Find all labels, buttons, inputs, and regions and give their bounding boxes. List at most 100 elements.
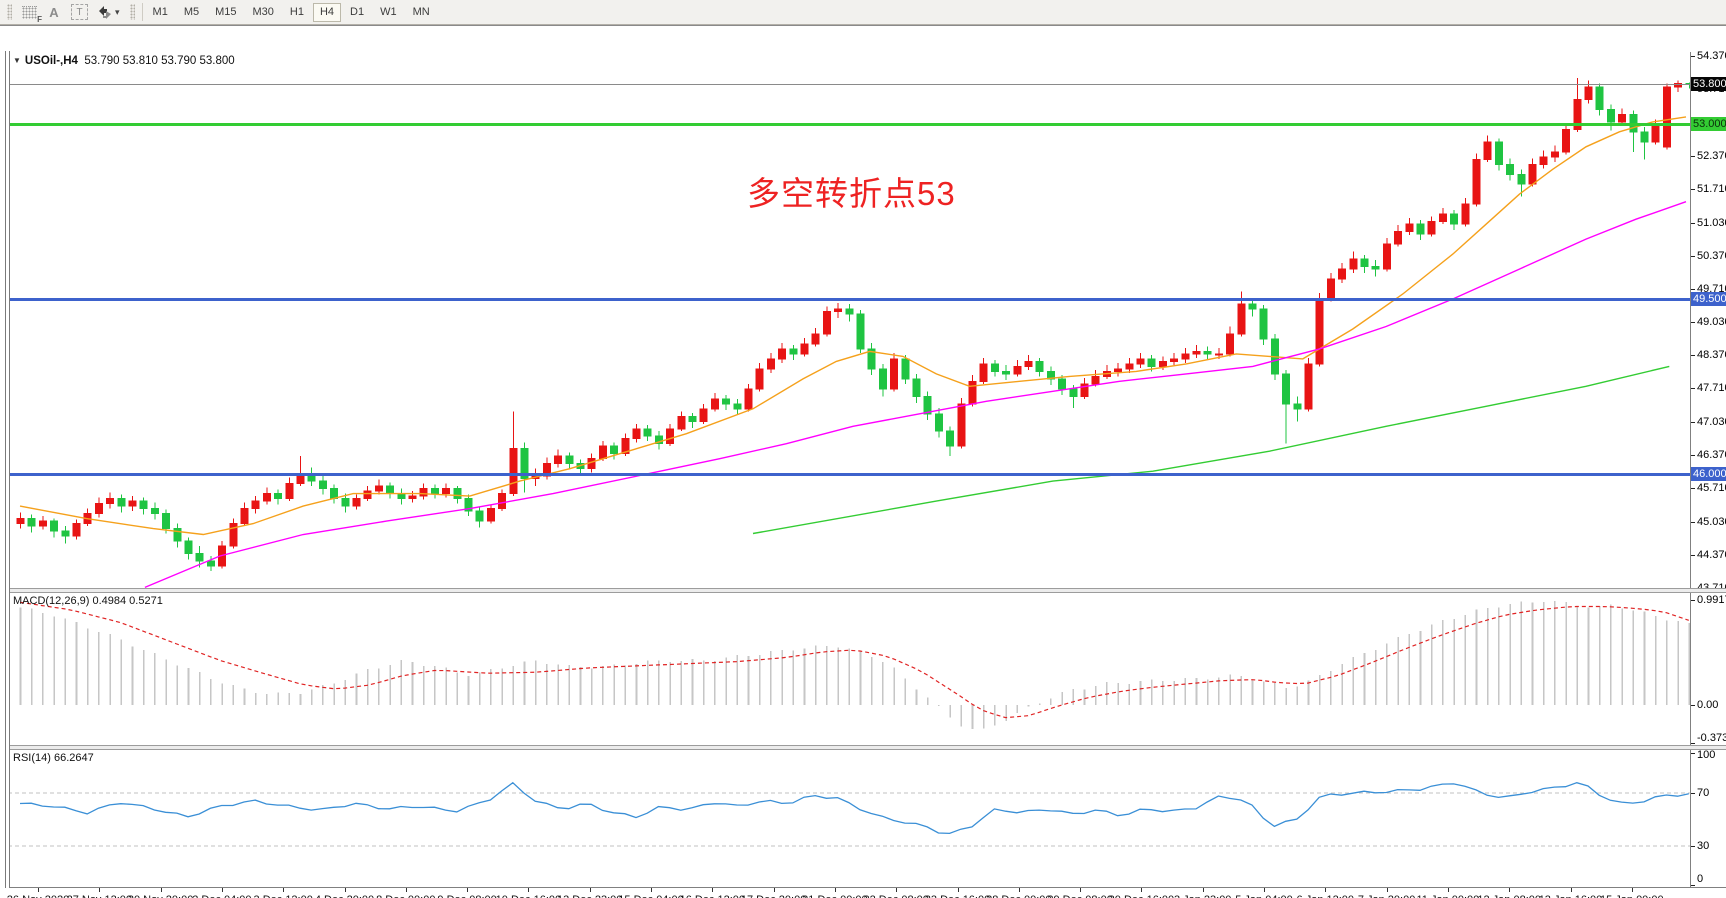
price-tick: [1691, 223, 1695, 224]
time-tick-label: 10 Dec 16:00: [496, 894, 561, 898]
time-tick-label: 17 Dec 20:00: [741, 894, 806, 898]
price-tick-label: 46.370: [1697, 449, 1726, 462]
macd-pane[interactable]: MACD(12,26,9) 0.4984 0.5271: [8, 592, 1690, 746]
text-box-button[interactable]: T: [66, 2, 93, 22]
price-tick-label: 49.710: [1697, 282, 1726, 295]
macd-axis[interactable]: 0.9917 0.00 -0.373: [1690, 592, 1726, 746]
rsi-tick: [1691, 885, 1695, 886]
price-tick: [1691, 388, 1695, 389]
price-tick-label: 51.030: [1697, 216, 1726, 229]
toolbar-drag-handle-icon[interactable]: [7, 4, 12, 20]
price-tick-label: 45.710: [1697, 482, 1726, 495]
price-level-label: 53.800: [1691, 77, 1726, 92]
time-tick: [467, 888, 469, 892]
time-tick: [99, 888, 101, 892]
price-tick-label: 51.710: [1697, 182, 1726, 195]
time-tick: [1447, 888, 1449, 892]
collapse-triangle-icon[interactable]: ▼: [13, 56, 21, 65]
time-tick-label: 4 Dec 20:00: [315, 894, 374, 898]
main-chart-pane[interactable]: ▼ USOil-,H4 53.790 53.810 53.790 53.800 多…: [8, 52, 1690, 589]
macd-tick: [1691, 743, 1695, 744]
text-icon: T: [71, 4, 88, 20]
time-tick: [1141, 888, 1143, 892]
time-tick: [1325, 888, 1327, 892]
price-tick: [1691, 56, 1695, 57]
price-tick: [1691, 522, 1695, 523]
timeframe-button-d1[interactable]: D1: [350, 6, 365, 18]
time-tick: [651, 888, 652, 892]
time-tick-label: 15 Dec 04:00: [618, 894, 683, 898]
chart-window: ▼ USOil-,H4 53.790 53.810 53.790 53.800 多…: [0, 25, 1726, 898]
time-tick-label: 27 Nov 12:00: [67, 894, 132, 898]
price-axis[interactable]: 54.37053.71053.03052.37051.71051.03050.3…: [1690, 50, 1726, 594]
time-tick: [1080, 888, 1082, 892]
toolbar-drag-handle-icon[interactable]: [129, 4, 135, 20]
price-tick-label: 48.370: [1697, 349, 1726, 362]
rsi-tick: [1691, 846, 1695, 847]
rsi-tick: [1691, 793, 1695, 794]
pane-splitter[interactable]: [6, 745, 1726, 750]
time-tick-label: 30 Dec 16:00: [1109, 894, 1174, 898]
timeframe-button-mn[interactable]: MN: [412, 6, 430, 18]
time-tick-label: 22 Dec 08:00: [863, 894, 928, 898]
rsi-axis[interactable]: 100 70 30 0: [1690, 749, 1726, 887]
ohlc-quotes-label: 53.790 53.810 53.790 53.800: [84, 55, 235, 67]
price-tick-label: 44.370: [1697, 549, 1726, 561]
timeframe-button-m30[interactable]: M30: [252, 6, 274, 18]
time-tick-label: 9 Dec 08:00: [437, 894, 496, 898]
text-label-button[interactable]: A: [42, 2, 66, 22]
time-tick-label: 5 Jan 04:00: [1235, 894, 1293, 898]
price-tick-label: 52.370: [1697, 149, 1726, 162]
time-tick: [405, 888, 407, 892]
price-tick-label: 49.030: [1697, 316, 1726, 329]
time-axis[interactable]: 26 Nov 202027 Nov 12:0030 Nov 20:002 Dec…: [6, 887, 1726, 898]
fibonacci-icon: F: [22, 5, 42, 24]
time-tick-label: 6 Jan 12:00: [1297, 894, 1355, 898]
timeframe-button-h1[interactable]: H1: [289, 6, 304, 18]
timeframe-button-w1[interactable]: W1: [380, 6, 397, 18]
price-tick: [1691, 189, 1695, 190]
time-tick: [344, 888, 346, 892]
time-tick: [957, 888, 959, 892]
price-tick-label: 47.710: [1697, 382, 1726, 395]
time-tick: [38, 888, 39, 892]
time-tick: [589, 888, 591, 892]
price-tick: [1691, 422, 1695, 423]
time-tick: [283, 888, 285, 892]
symbol-timeframe-label: USOil-,H4: [24, 55, 78, 67]
time-tick-label: 15 Jan 00:00: [1600, 894, 1664, 898]
macd-tick: [1691, 600, 1695, 601]
toolbar: F A T ▾ M1 M5 M15 M30 H1 H4 D1 W1 MN: [0, 0, 1726, 25]
time-tick-label: 11 Jan 00:00: [1416, 894, 1479, 898]
pane-splitter[interactable]: [6, 588, 1726, 593]
price-tick: [1691, 455, 1695, 456]
price-tick-label: 50.370: [1697, 249, 1726, 262]
timeframe-button-h4[interactable]: H4: [312, 2, 342, 22]
arrange-arrows-button[interactable]: ▾: [93, 2, 125, 22]
time-tick: [1386, 888, 1388, 892]
timeframe-button-m15[interactable]: M15: [215, 6, 237, 18]
time-tick-label: 30 Nov 20:00: [128, 894, 193, 898]
rsi-tick-label: 0: [1697, 873, 1704, 885]
rsi-tick: [1691, 753, 1695, 754]
time-tick: [1570, 888, 1572, 892]
time-tick-label: 8 Dec 00:00: [376, 894, 435, 898]
timeframe-button-m1[interactable]: M1: [152, 6, 168, 18]
annotation-text[interactable]: 多空转折点53: [747, 175, 956, 212]
window-left-border: [5, 51, 10, 888]
rsi-label: RSI(14) 66.2647: [13, 752, 94, 764]
time-tick: [1018, 888, 1020, 892]
price-tick: [1691, 256, 1695, 257]
time-tick: [1509, 888, 1511, 892]
time-tick: [834, 888, 836, 892]
time-tick-label: 16 Dec 12:00: [680, 894, 745, 898]
timeframe-button-m5[interactable]: M5: [183, 6, 200, 18]
fibonacci-button[interactable]: F: [17, 2, 42, 24]
rsi-tick-label: 100: [1697, 749, 1716, 761]
rsi-pane[interactable]: RSI(14) 66.2647: [8, 749, 1690, 887]
price-tick: [1691, 355, 1695, 356]
time-tick: [528, 888, 530, 892]
macd-tick-label: 0.9917: [1697, 594, 1726, 606]
price-tick-label: 45.030: [1697, 516, 1726, 529]
time-tick-label: 26 Nov 2020: [7, 894, 69, 898]
